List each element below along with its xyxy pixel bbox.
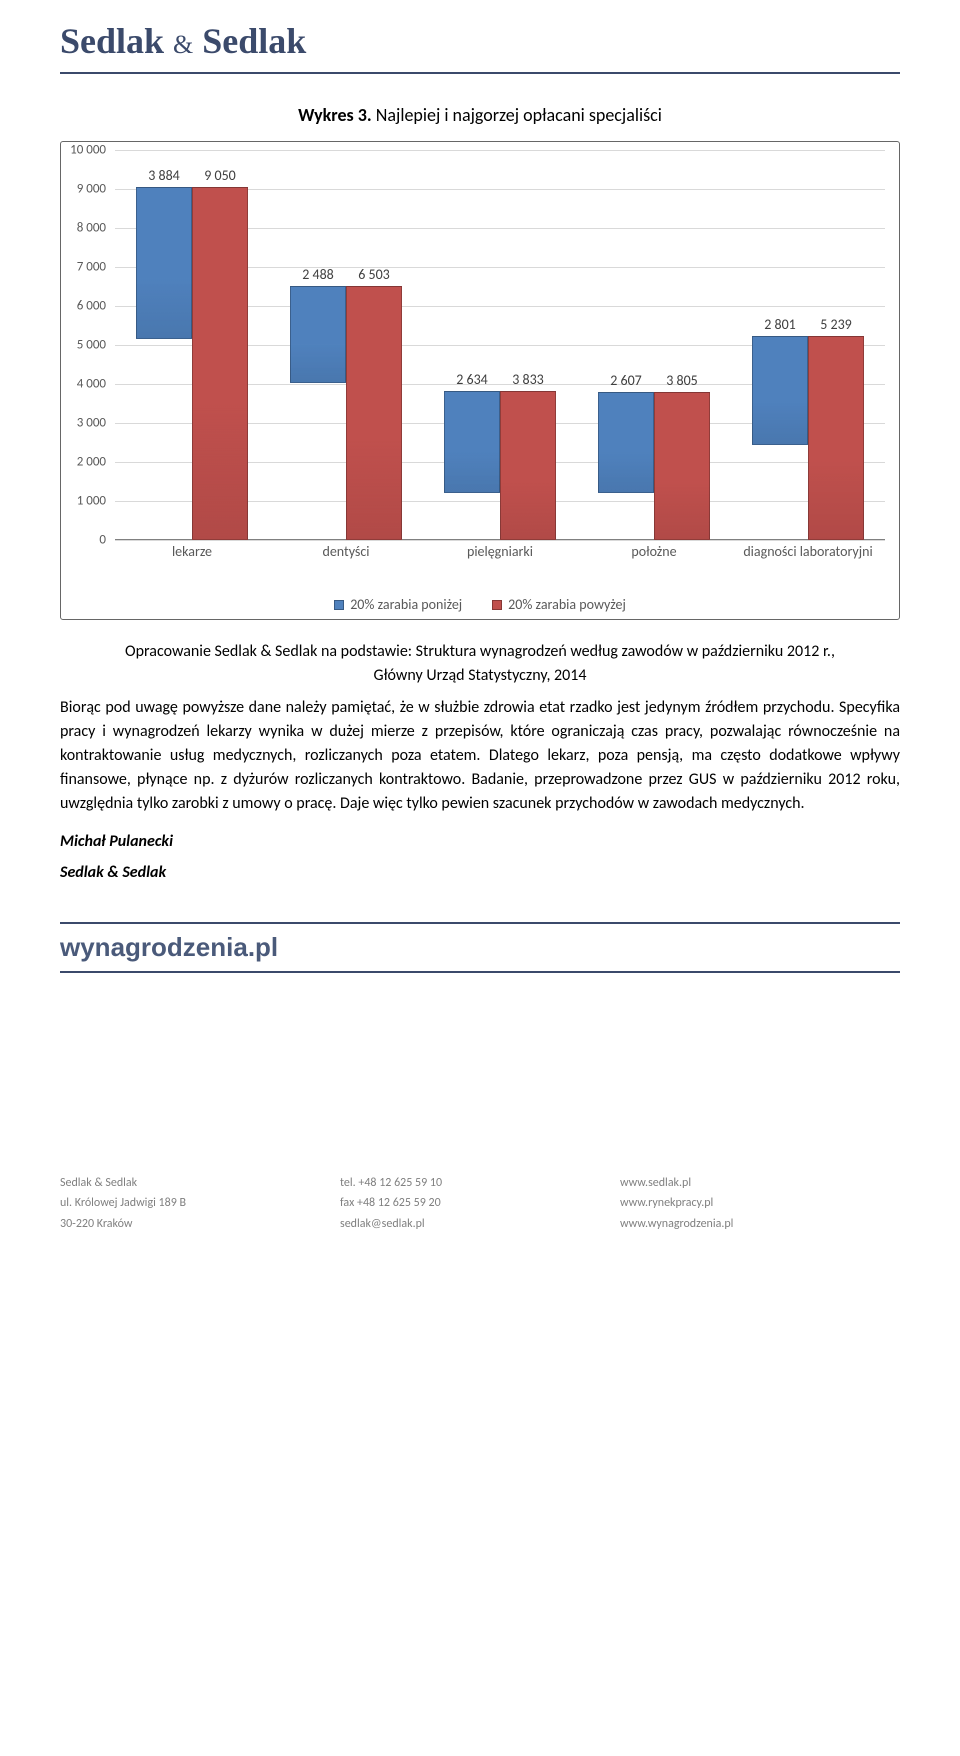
bar-rect bbox=[346, 286, 402, 540]
legend-item: 20% zarabia poniżej bbox=[334, 596, 462, 613]
bar-rect bbox=[808, 336, 864, 540]
bar-value-label: 2 801 bbox=[764, 316, 796, 333]
legend-label: 20% zarabia powyżej bbox=[508, 596, 626, 613]
chart-title-text: Najlepiej i najgorzej opłacani specjaliś… bbox=[372, 104, 662, 126]
chart-title-prefix: Wykres 3. bbox=[298, 104, 372, 126]
y-tick-label: 5 000 bbox=[77, 338, 106, 353]
bar-rect bbox=[654, 392, 710, 540]
company-signature: Sedlak & Sedlak bbox=[60, 863, 900, 882]
bar-value-label: 3 884 bbox=[148, 167, 180, 184]
bar-rect bbox=[598, 392, 654, 494]
brand-wynagrodzenia: wynagrodzenia.pl bbox=[60, 932, 900, 963]
y-tick-label: 0 bbox=[99, 533, 106, 548]
x-category-label: pielęgniarki bbox=[423, 540, 577, 590]
bar-rect bbox=[290, 286, 346, 383]
bar-rect bbox=[500, 391, 556, 540]
bar: 2 607 bbox=[598, 392, 654, 540]
bar-value-label: 5 239 bbox=[820, 316, 852, 333]
footer-line: ul. Królowej Jadwigi 189 B bbox=[60, 1193, 340, 1213]
legend-label: 20% zarabia poniżej bbox=[350, 596, 462, 613]
legend-item: 20% zarabia powyżej bbox=[492, 596, 626, 613]
footer-line: www.sedlak.pl bbox=[620, 1173, 900, 1193]
footer-line: 30-220 Kraków bbox=[60, 1214, 340, 1234]
bar-group: 2 4886 503 bbox=[269, 286, 423, 540]
bar-value-label: 2 488 bbox=[302, 266, 334, 283]
bar-value-label: 9 050 bbox=[204, 167, 236, 184]
bar-value-label: 3 833 bbox=[512, 371, 544, 388]
footer-col-address: Sedlak & Sedlak ul. Królowej Jadwigi 189… bbox=[60, 1173, 340, 1234]
gridline bbox=[115, 150, 885, 151]
body-paragraph: Biorąc pod uwagę powyższe dane należy pa… bbox=[60, 696, 900, 816]
brand-part2: Sedlak bbox=[202, 21, 306, 61]
bar-rect bbox=[444, 391, 500, 494]
legend-swatch-icon bbox=[334, 600, 344, 610]
gridline bbox=[115, 540, 885, 541]
bar-rect bbox=[192, 187, 248, 540]
bar-value-label: 3 805 bbox=[666, 372, 698, 389]
bar-chart: 0 1 000 2 000 3 000 4 000 5 000 6 000 7 000 8 00… bbox=[60, 141, 900, 620]
footer-col-contact: tel. +48 12 625 59 10 fax +48 12 625 59 … bbox=[340, 1173, 620, 1234]
footer-col-web: www.sedlak.pl www.rynekpracy.pl www.wyna… bbox=[620, 1173, 900, 1234]
bar-group: 2 8015 239 bbox=[731, 336, 885, 540]
x-category-label: położne bbox=[577, 540, 731, 590]
bar-rect bbox=[136, 187, 192, 338]
y-tick-label: 9 000 bbox=[77, 182, 106, 197]
x-category-label: diagności laboratoryjni bbox=[731, 540, 885, 590]
y-tick-label: 8 000 bbox=[77, 221, 106, 236]
x-category-label: lekarze bbox=[115, 540, 269, 590]
divider bbox=[60, 922, 900, 924]
bar: 3 884 bbox=[136, 187, 192, 540]
bar-value-label: 2 607 bbox=[610, 372, 642, 389]
legend-swatch-icon bbox=[492, 600, 502, 610]
source-line1: Opracowanie Sedlak & Sedlak na podstawie… bbox=[125, 642, 835, 661]
page-footer: Sedlak & Sedlak ul. Królowej Jadwigi 189… bbox=[60, 1173, 900, 1234]
chart-source: Opracowanie Sedlak & Sedlak na podstawie… bbox=[60, 640, 900, 688]
source-line2: Główny Urząd Statystyczny, 2014 bbox=[374, 666, 587, 685]
brand-amp: & bbox=[173, 30, 193, 59]
y-axis: 01 0002 0003 0004 0005 0006 0007 0008 00… bbox=[65, 150, 110, 540]
bar: 3 805 bbox=[654, 392, 710, 540]
bar-value-label: 2 634 bbox=[456, 371, 488, 388]
y-tick-label: 3 000 bbox=[77, 416, 106, 431]
footer-line: tel. +48 12 625 59 10 bbox=[340, 1173, 620, 1193]
bar-rect bbox=[752, 336, 808, 445]
bar: 5 239 bbox=[808, 336, 864, 540]
y-tick-label: 4 000 bbox=[77, 377, 106, 392]
bar: 2 801 bbox=[752, 336, 808, 540]
y-tick-label: 1 000 bbox=[77, 494, 106, 509]
bar: 2 488 bbox=[290, 286, 346, 540]
footer-line: fax +48 12 625 59 20 bbox=[340, 1193, 620, 1213]
bar: 6 503 bbox=[346, 286, 402, 540]
chart-legend: 20% zarabia poniżej 20% zarabia powyżej bbox=[65, 590, 895, 615]
footer-line: www.wynagrodzenia.pl bbox=[620, 1214, 900, 1234]
divider bbox=[60, 971, 900, 973]
bar-group: 2 6073 805 bbox=[577, 392, 731, 540]
footer-line: sedlak@sedlak.pl bbox=[340, 1214, 620, 1234]
bar-group: 3 8849 050 bbox=[115, 187, 269, 540]
chart-title: Wykres 3. Najlepiej i najgorzej opłacani… bbox=[60, 104, 900, 126]
y-tick-label: 6 000 bbox=[77, 299, 106, 314]
footer-line: Sedlak & Sedlak bbox=[60, 1173, 340, 1193]
header-logo: Sedlak & Sedlak bbox=[60, 0, 900, 74]
bar-value-label: 6 503 bbox=[358, 266, 390, 283]
y-tick-label: 10 000 bbox=[70, 143, 106, 158]
bar: 3 833 bbox=[500, 391, 556, 540]
y-tick-label: 7 000 bbox=[77, 260, 106, 275]
x-category-label: dentyści bbox=[269, 540, 423, 590]
author-name: Michał Pulanecki bbox=[60, 832, 900, 851]
brand-part1: Sedlak bbox=[60, 21, 164, 61]
bar: 2 634 bbox=[444, 391, 500, 540]
y-tick-label: 2 000 bbox=[77, 455, 106, 470]
footer-line: www.rynekpracy.pl bbox=[620, 1193, 900, 1213]
bar-group: 2 6343 833 bbox=[423, 391, 577, 540]
bar: 9 050 bbox=[192, 187, 248, 540]
x-axis-labels: lekarzedentyścipielęgniarkipołożnediagno… bbox=[115, 540, 885, 590]
